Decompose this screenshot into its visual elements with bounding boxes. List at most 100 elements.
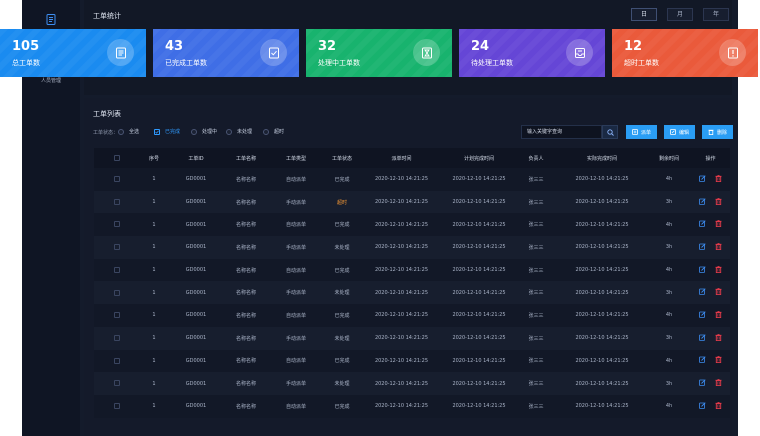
- checkbox-icon[interactable]: [114, 266, 120, 273]
- filter-option-processing[interactable]: 处理中: [191, 127, 217, 136]
- cell-dispatch-time: 2020-12-10 14:21:25: [360, 394, 443, 418]
- trash-icon[interactable]: [715, 242, 722, 250]
- edit-icon[interactable]: [699, 334, 706, 341]
- cell-type: 手动派单: [268, 190, 324, 214]
- checkbox-icon[interactable]: [114, 198, 120, 205]
- trash-icon[interactable]: [715, 379, 722, 387]
- trash-icon[interactable]: [715, 333, 722, 341]
- edit-icon[interactable]: [699, 265, 706, 273]
- table-row[interactable]: 1 GD0001 名称名称 自动派单 已完成 2020-12-10 14:21:25 202…: [94, 213, 730, 237]
- search-button[interactable]: [602, 125, 618, 139]
- edit-icon[interactable]: [699, 220, 706, 228]
- filter-option-all[interactable]: 全选: [118, 127, 139, 136]
- row-select[interactable]: [94, 372, 140, 395]
- column-header: 操作: [691, 148, 730, 168]
- trash-icon[interactable]: [715, 220, 722, 228]
- cell-name: 名称名称: [224, 372, 268, 395]
- edit-icon[interactable]: [699, 402, 706, 409]
- table-row[interactable]: 1 GD0001 名称名称 手动派单 未处理 2020-12-10 14:21:25 202…: [94, 281, 730, 305]
- table-row[interactable]: 1 GD0001 名称名称 手动派单 未处理 2020-12-10 14:21:25 202…: [94, 326, 730, 350]
- row-select[interactable]: [94, 326, 140, 350]
- view-day-button[interactable]: 日: [631, 8, 657, 21]
- cell-type: 自动派单: [268, 349, 324, 373]
- table-row[interactable]: 1 GD0001 名称名称 手动派单 未处理 2020-12-10 14:21:25 202…: [94, 372, 730, 395]
- column-header: 负责人: [515, 148, 557, 168]
- column-header: 工单状态: [324, 148, 360, 168]
- checkbox-icon[interactable]: [114, 312, 120, 319]
- edit-icon[interactable]: [699, 197, 706, 205]
- checkbox-icon[interactable]: [114, 334, 120, 341]
- filter-option-completed[interactable]: 已完成: [154, 127, 180, 136]
- trash-icon[interactable]: [715, 356, 722, 364]
- cell-no: 1: [140, 168, 168, 191]
- table-row[interactable]: 1 GD0001 名称名称 手动派单 超时 2020-12-10 14:21:25 2020…: [94, 190, 730, 214]
- stat-card-completed[interactable]: 43 已完成工单数: [153, 29, 299, 77]
- edit-icon[interactable]: [699, 175, 706, 182]
- view-year-button[interactable]: 年: [703, 8, 729, 21]
- trash-icon[interactable]: [715, 265, 722, 273]
- cell-no: 1: [140, 394, 168, 418]
- cell-name: 名称名称: [224, 213, 268, 237]
- table-row[interactable]: 1 GD0001 名称名称 自动派单 已完成 2020-12-10 14:21:25 202…: [94, 258, 730, 282]
- stat-card-total[interactable]: 105 总工单数: [0, 29, 146, 77]
- cell-plan-time: 2020-12-10 14:21:25: [443, 236, 515, 259]
- trash-icon[interactable]: [715, 288, 722, 296]
- row-select[interactable]: [94, 304, 140, 327]
- column-header: 计划完成时间: [443, 148, 515, 168]
- cell-plan-time: 2020-12-10 14:21:25: [443, 372, 515, 395]
- row-select[interactable]: [94, 349, 140, 373]
- stat-label: 超时工单数: [624, 59, 659, 67]
- stat-card-pending[interactable]: 24 待处理工单数: [459, 29, 605, 77]
- row-select[interactable]: [94, 258, 140, 282]
- dispatch-button[interactable]: 派单: [626, 125, 657, 139]
- row-select[interactable]: [94, 213, 140, 237]
- stat-card-overdue[interactable]: 12 超时工单数: [612, 29, 758, 77]
- checkbox-icon[interactable]: [114, 357, 120, 364]
- edit-button[interactable]: 编辑: [664, 125, 695, 139]
- cell-owner: 张三三: [515, 372, 557, 395]
- stat-card-processing[interactable]: 32 处理中工单数: [306, 29, 452, 77]
- checkbox-icon[interactable]: [114, 244, 120, 251]
- cell-owner: 张三三: [515, 168, 557, 191]
- sidebar-item-people-management[interactable]: 人员管理: [40, 78, 61, 84]
- checkbox-icon[interactable]: [114, 402, 120, 409]
- table-row[interactable]: 1 GD0001 名称名称 手动派单 未处理 2020-12-10 14:21:25 202…: [94, 236, 730, 259]
- trash-icon[interactable]: [715, 401, 722, 409]
- dispatch-button-label: 派单: [640, 129, 651, 136]
- view-month-button[interactable]: 月: [667, 8, 693, 21]
- row-select[interactable]: [94, 190, 140, 214]
- row-select[interactable]: [94, 236, 140, 259]
- table-row[interactable]: 1 GD0001 名称名称 自动派单 已完成 2020-12-10 14:21:25 202…: [94, 349, 730, 373]
- checkbox-icon[interactable]: [114, 154, 120, 161]
- edit-icon[interactable]: [699, 311, 706, 318]
- filter-option-unprocessed[interactable]: 未处理: [226, 127, 252, 136]
- header-select-all[interactable]: [94, 148, 140, 168]
- checkbox-icon[interactable]: [114, 176, 120, 183]
- trash-icon[interactable]: [715, 174, 722, 182]
- cell-plan-time: 2020-12-10 14:21:25: [443, 258, 515, 282]
- delete-button[interactable]: 删除: [702, 125, 733, 139]
- document-icon[interactable]: [46, 10, 56, 29]
- edit-icon[interactable]: [699, 356, 706, 364]
- checkbox-icon[interactable]: [114, 221, 120, 228]
- row-select[interactable]: [94, 394, 140, 418]
- edit-icon[interactable]: [699, 379, 706, 386]
- row-select[interactable]: [94, 281, 140, 305]
- work-order-table: 序号 工单ID 工单名称 工单类型 工单状态 派单时间 计划完成时间 负责人 实…: [94, 148, 730, 418]
- checkbox-icon[interactable]: [114, 380, 120, 387]
- search-input[interactable]: [521, 125, 602, 139]
- filter-option-overdue[interactable]: 超时: [263, 127, 284, 136]
- status-filter-label: 工单状态：: [93, 130, 119, 136]
- row-select[interactable]: [94, 168, 140, 191]
- table-row[interactable]: 1 GD0001 名称名称 自动派单 已完成 2020-12-10 14:21:25 202…: [94, 304, 730, 327]
- cell-status: 已完成: [324, 349, 360, 373]
- hourglass-icon: [413, 39, 440, 66]
- column-header: 工单类型: [268, 148, 324, 168]
- table-row[interactable]: 1 GD0001 名称名称 自动派单 已完成 2020-12-10 14:21:25 202…: [94, 168, 730, 191]
- edit-icon[interactable]: [699, 288, 706, 296]
- table-row[interactable]: 1 GD0001 名称名称 自动派单 已完成 2020-12-10 14:21:25 202…: [94, 394, 730, 418]
- edit-icon[interactable]: [699, 243, 706, 250]
- trash-icon[interactable]: [715, 310, 722, 318]
- checkbox-icon[interactable]: [114, 289, 120, 296]
- trash-icon[interactable]: [715, 197, 722, 205]
